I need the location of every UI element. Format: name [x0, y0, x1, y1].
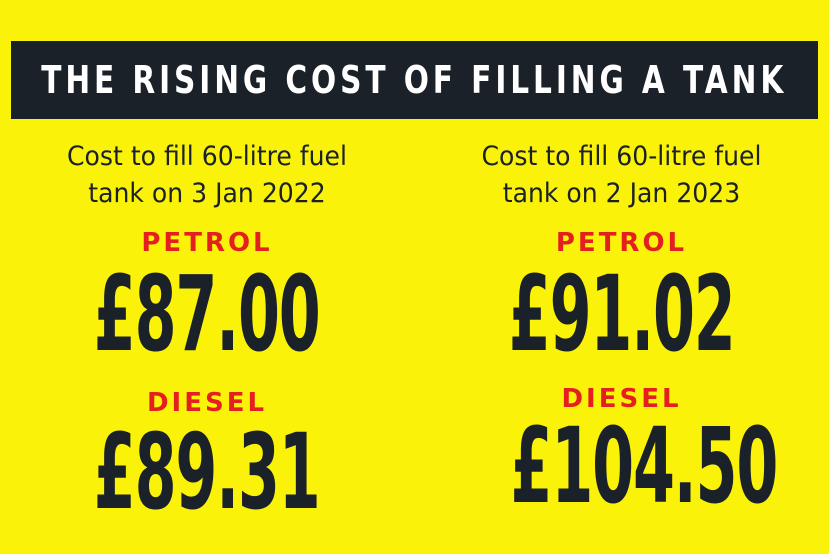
column-2023: Cost to fill 60-litre fuel tank on 2 Jan…: [414, 0, 829, 554]
diesel-price-2022: £89.31: [0, 420, 414, 524]
subtitle-2023: Cost to fill 60-litre fuel tank on 2 Jan…: [414, 138, 829, 212]
diesel-price-2022-value: £89.31: [94, 411, 321, 533]
subtitle-2023-line1: Cost to fill 60-litre fuel: [481, 141, 762, 172]
title-bar: THE RISING COST OF FILLING A TANK: [11, 41, 818, 119]
petrol-price-2023-value: £91.02: [508, 253, 736, 375]
subtitle-2022-line1: Cost to fill 60-litre fuel: [67, 141, 347, 172]
petrol-label-2023: PETROL: [555, 228, 688, 258]
petrol-price-2022-value: £87.00: [94, 253, 321, 375]
page-title: THE RISING COST OF FILLING A TANK: [41, 58, 788, 102]
subtitle-2022-line2: tank on 3 Jan 2022: [88, 178, 326, 209]
petrol-price-2023: £91.02: [414, 262, 829, 366]
petrol-label-2022: PETROL: [141, 228, 273, 258]
diesel-label-2022: DIESEL: [146, 388, 268, 418]
subtitle-2023-line2: tank on 2 Jan 2023: [502, 178, 741, 209]
column-2022: Cost to fill 60-litre fuel tank on 3 Jan…: [0, 0, 414, 554]
diesel-price-2023: £104.50: [414, 414, 829, 518]
diesel-label-2023: DIESEL: [561, 384, 682, 414]
diesel-price-2023-value: £104.50: [510, 405, 779, 527]
petrol-price-2022: £87.00: [0, 262, 414, 366]
subtitle-2022: Cost to fill 60-litre fuel tank on 3 Jan…: [0, 138, 414, 212]
